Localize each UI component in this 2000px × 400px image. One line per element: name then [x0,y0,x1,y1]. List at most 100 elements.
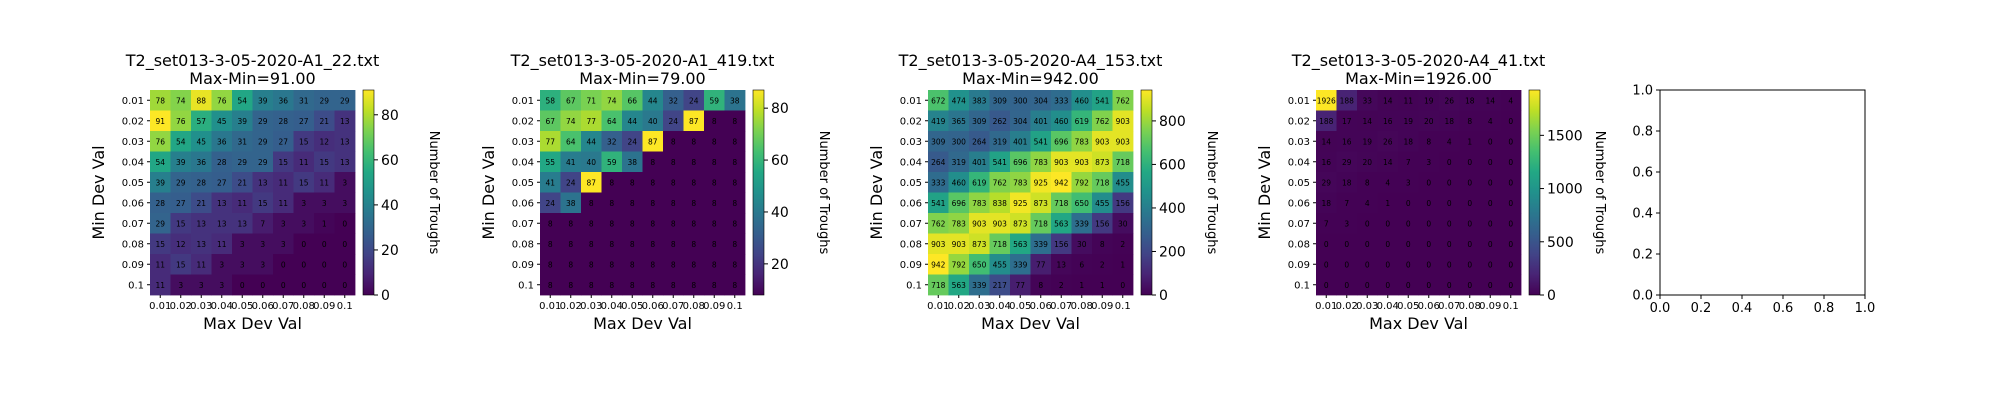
cell-value-label: 1926 [1317,96,1336,105]
heatmap-cell [581,192,602,214]
heatmap-cell [273,274,294,296]
cell-value-label: 29 [258,117,268,126]
heatmap-cell [1500,274,1522,296]
cell-value-label: 0 [1426,260,1431,269]
heatmap-cell [170,192,192,214]
heatmap-cell [150,151,171,173]
heatmap-cell [191,192,212,214]
cell-value-label: 45 [196,137,206,146]
heatmap-cell [683,274,705,296]
cell-value-label: 3 [281,240,286,249]
cell-value-label: 20 [1362,158,1372,167]
cell-value-label: 87 [586,178,596,187]
y-tick-label: 0.06 [512,198,534,209]
heatmap-cell [704,274,725,296]
cell-value-label: 8 [609,260,614,269]
heatmap-cell [211,90,233,111]
heatmap-cell [211,213,233,234]
heatmap-cell [211,131,233,152]
heatmap-cell [1316,213,1337,234]
cell-value-label: 455 [1116,178,1131,187]
x-tick-label: 0.09 [313,301,335,312]
y-tick-label: 0.05 [1288,178,1310,189]
cell-value-label: 59 [709,96,719,105]
heatmap-cell [622,274,643,296]
cell-value-label: 74 [607,96,617,105]
heatmap-panel: T2_set013-3-05-2020-A4_41.txtMax-Min=192… [1255,51,1607,333]
heatmap-cell [1377,172,1399,193]
cell-value-label: 0 [1426,219,1431,228]
heatmap-panel: T2_set013-3-05-2020-A4_153.txtMax-Min=94… [867,51,1219,333]
cell-value-label: 13 [340,117,350,126]
x-tick-label: 0.1 [337,301,353,312]
heatmap-cell [989,274,1011,296]
heatmap-cell [232,213,253,234]
heatmap-cell [1377,274,1399,296]
heatmap-cell [601,213,623,234]
heatmap-cell [704,233,725,255]
heatmap-cell [622,151,643,173]
cell-value-label: 7 [1406,158,1411,167]
cell-value-label: 0 [281,281,286,290]
cell-value-label: 41 [566,158,576,167]
heatmap-cell [1336,151,1358,173]
cell-value-label: 11 [155,281,165,290]
heatmap-cell [989,151,1011,173]
cell-value-label: 29 [237,158,247,167]
cell-value-label: 24 [545,199,555,208]
cell-value-label: 0 [1447,281,1452,290]
cell-value-label: 903 [1095,137,1110,146]
cell-value-label: 87 [648,137,658,146]
cell-value-label: 8 [691,281,696,290]
x-tick-label: 0.01 [539,301,561,312]
y-tick-label: 0.02 [900,116,922,127]
cell-value-label: 419 [931,117,946,126]
cell-value-label: 0 [1467,178,1472,187]
heatmap-cell [724,172,746,193]
heatmap-cell [1112,254,1134,275]
heatmap-cell [969,131,990,152]
cell-value-label: 304 [1034,96,1049,105]
cell-value-label: 8 [568,219,573,228]
heatmap-cell [150,192,171,214]
heatmap-cell [293,213,315,234]
cell-value-label: 8 [732,158,737,167]
cell-value-label: 718 [931,281,946,290]
cell-value-label: 39 [155,178,165,187]
heatmap-cell [601,254,623,275]
heatmap-cell [928,90,949,111]
heatmap-cell [314,213,335,234]
heatmap-cell [642,172,664,193]
heatmap-cell [1030,192,1052,214]
heatmap-cell [211,254,233,275]
heatmap-cell [622,110,643,132]
heatmap-cell [663,131,684,152]
cell-value-label: 0 [1447,178,1452,187]
cell-value-label: 925 [1013,199,1028,208]
heatmap-cell [1459,274,1481,296]
x-tick-label: 0.09 [703,301,725,312]
y-axis-label: Min Dev Val [1255,145,1274,239]
heatmap-cell [1092,151,1113,173]
heatmap-cell [928,172,949,193]
heatmap-cell [1459,172,1481,193]
cell-value-label: 11 [155,260,165,269]
x-tick-label: 0.08 [293,301,315,312]
colorbar-tick-label: 20 [381,243,399,259]
cell-value-label: 264 [931,158,946,167]
x-tick-label: 0.06 [1030,301,1052,312]
cell-value-label: 16 [1342,137,1352,146]
cell-value-label: 31 [299,96,309,105]
heatmap-cell [581,274,602,296]
cell-value-label: 0 [1488,281,1493,290]
heatmap-cell [928,274,949,296]
cell-value-label: 650 [1075,199,1090,208]
chart-title: T2_set013-3-05-2020-A4_153.txt [898,51,1163,71]
y-tick-label: 0.02 [122,116,144,127]
cell-value-label: 41 [545,178,555,187]
x-tick-label: 0.02 [170,301,192,312]
cell-value-label: 383 [972,96,987,105]
heatmap-cell [724,213,746,234]
cell-value-label: 0 [1508,219,1513,228]
cell-value-label: 365 [952,117,967,126]
